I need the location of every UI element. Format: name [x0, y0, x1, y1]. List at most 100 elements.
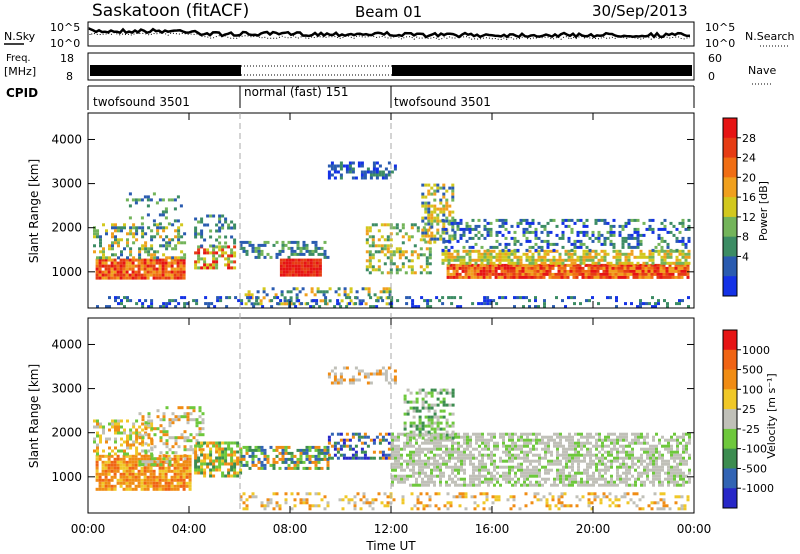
data-cell: [616, 447, 619, 451]
data-cell: [611, 272, 615, 276]
data-cell: [96, 419, 99, 423]
data-cell: [652, 468, 655, 472]
data-cell: [212, 251, 216, 255]
data-cell: [481, 459, 484, 463]
data-cell: [459, 258, 463, 262]
data-cell: [485, 272, 489, 276]
data-cell: [589, 453, 592, 457]
data-cell: [451, 186, 455, 190]
data-cell: [585, 230, 589, 234]
data-cell: [571, 441, 574, 445]
data-cell: [503, 269, 507, 273]
data-cell: [391, 462, 394, 466]
data-cell: [611, 266, 615, 270]
data-cell: [339, 378, 343, 382]
data-cell: [427, 430, 431, 434]
data-cell: [430, 433, 434, 437]
data-cell: [134, 198, 138, 202]
data-cell: [671, 275, 675, 279]
data-cell: [186, 302, 190, 306]
data-cell: [176, 454, 180, 458]
data-cell: [218, 248, 222, 252]
data-cell: [470, 275, 474, 279]
data-cell: [623, 272, 627, 276]
data-cell: [353, 504, 357, 508]
data-cell: [283, 296, 287, 300]
data-cell: [554, 275, 558, 279]
data-cell: [345, 444, 349, 448]
data-cell: [150, 229, 154, 233]
data-cell: [386, 223, 390, 227]
data-cell: [167, 469, 171, 473]
data-cell: [574, 453, 577, 457]
data-cell: [400, 456, 403, 460]
data-cell: [146, 273, 150, 277]
data-cell: [478, 450, 481, 454]
data-cell: [575, 266, 579, 270]
data-cell: [411, 299, 415, 303]
data-cell: [637, 474, 640, 478]
data-cell: [679, 468, 682, 472]
data-cell: [168, 448, 172, 452]
data-cell: [484, 438, 487, 442]
data-cell: [526, 441, 529, 445]
data-cell: [661, 480, 664, 484]
data-cell: [314, 448, 318, 452]
freq-tick-top: 18: [60, 52, 74, 65]
data-cell: [567, 249, 571, 253]
data-cell: [221, 441, 225, 445]
data-cell: [254, 445, 258, 449]
data-cell: [380, 250, 384, 254]
data-cell: [158, 460, 162, 464]
data-cell: [152, 264, 156, 268]
data-cell: [412, 415, 416, 419]
data-cell: [134, 270, 138, 274]
data-cell: [186, 415, 190, 419]
data-cell: [563, 269, 567, 273]
data-cell: [171, 223, 175, 227]
data-cell: [291, 261, 295, 265]
data-cell: [587, 263, 591, 267]
data-cell: [628, 471, 631, 475]
data-cell: [479, 275, 483, 279]
data-cell: [141, 226, 145, 230]
data-cell: [348, 378, 352, 382]
data-cell: [451, 441, 454, 445]
data-cell: [609, 261, 613, 265]
data-cell: [656, 263, 660, 267]
data-cell: [316, 287, 320, 291]
data-cell: [556, 435, 559, 439]
data-cell: [104, 475, 108, 479]
data-cell: [587, 269, 591, 273]
data-cell: [685, 459, 688, 463]
data-cell: [643, 483, 646, 487]
data-cell: [583, 444, 586, 448]
data-cell: [116, 469, 120, 473]
data-cell: [173, 457, 177, 461]
data-cell: [547, 477, 550, 481]
data-cell: [201, 427, 205, 431]
data-cell: [195, 299, 199, 303]
data-cell: [386, 495, 390, 499]
data-cell: [439, 210, 443, 214]
data-cell: [589, 459, 592, 463]
data-cell: [653, 266, 657, 270]
data-cell: [221, 474, 225, 478]
data-cell: [495, 255, 499, 259]
data-cell: [657, 227, 661, 231]
data-cell: [548, 492, 552, 496]
data-cell: [161, 273, 165, 277]
data-cell: [305, 451, 309, 455]
data-cell: [604, 462, 607, 466]
data-cell: [436, 228, 440, 232]
data-cell: [174, 235, 178, 239]
data-cell: [529, 480, 532, 484]
data-cell: [293, 240, 297, 244]
data-cell: [371, 235, 375, 239]
data-cell: [350, 498, 354, 502]
data-cell: [357, 456, 361, 460]
data-cell: [577, 441, 580, 445]
data-cell: [436, 231, 440, 235]
data-cell: [251, 243, 255, 247]
data-cell: [173, 273, 177, 277]
